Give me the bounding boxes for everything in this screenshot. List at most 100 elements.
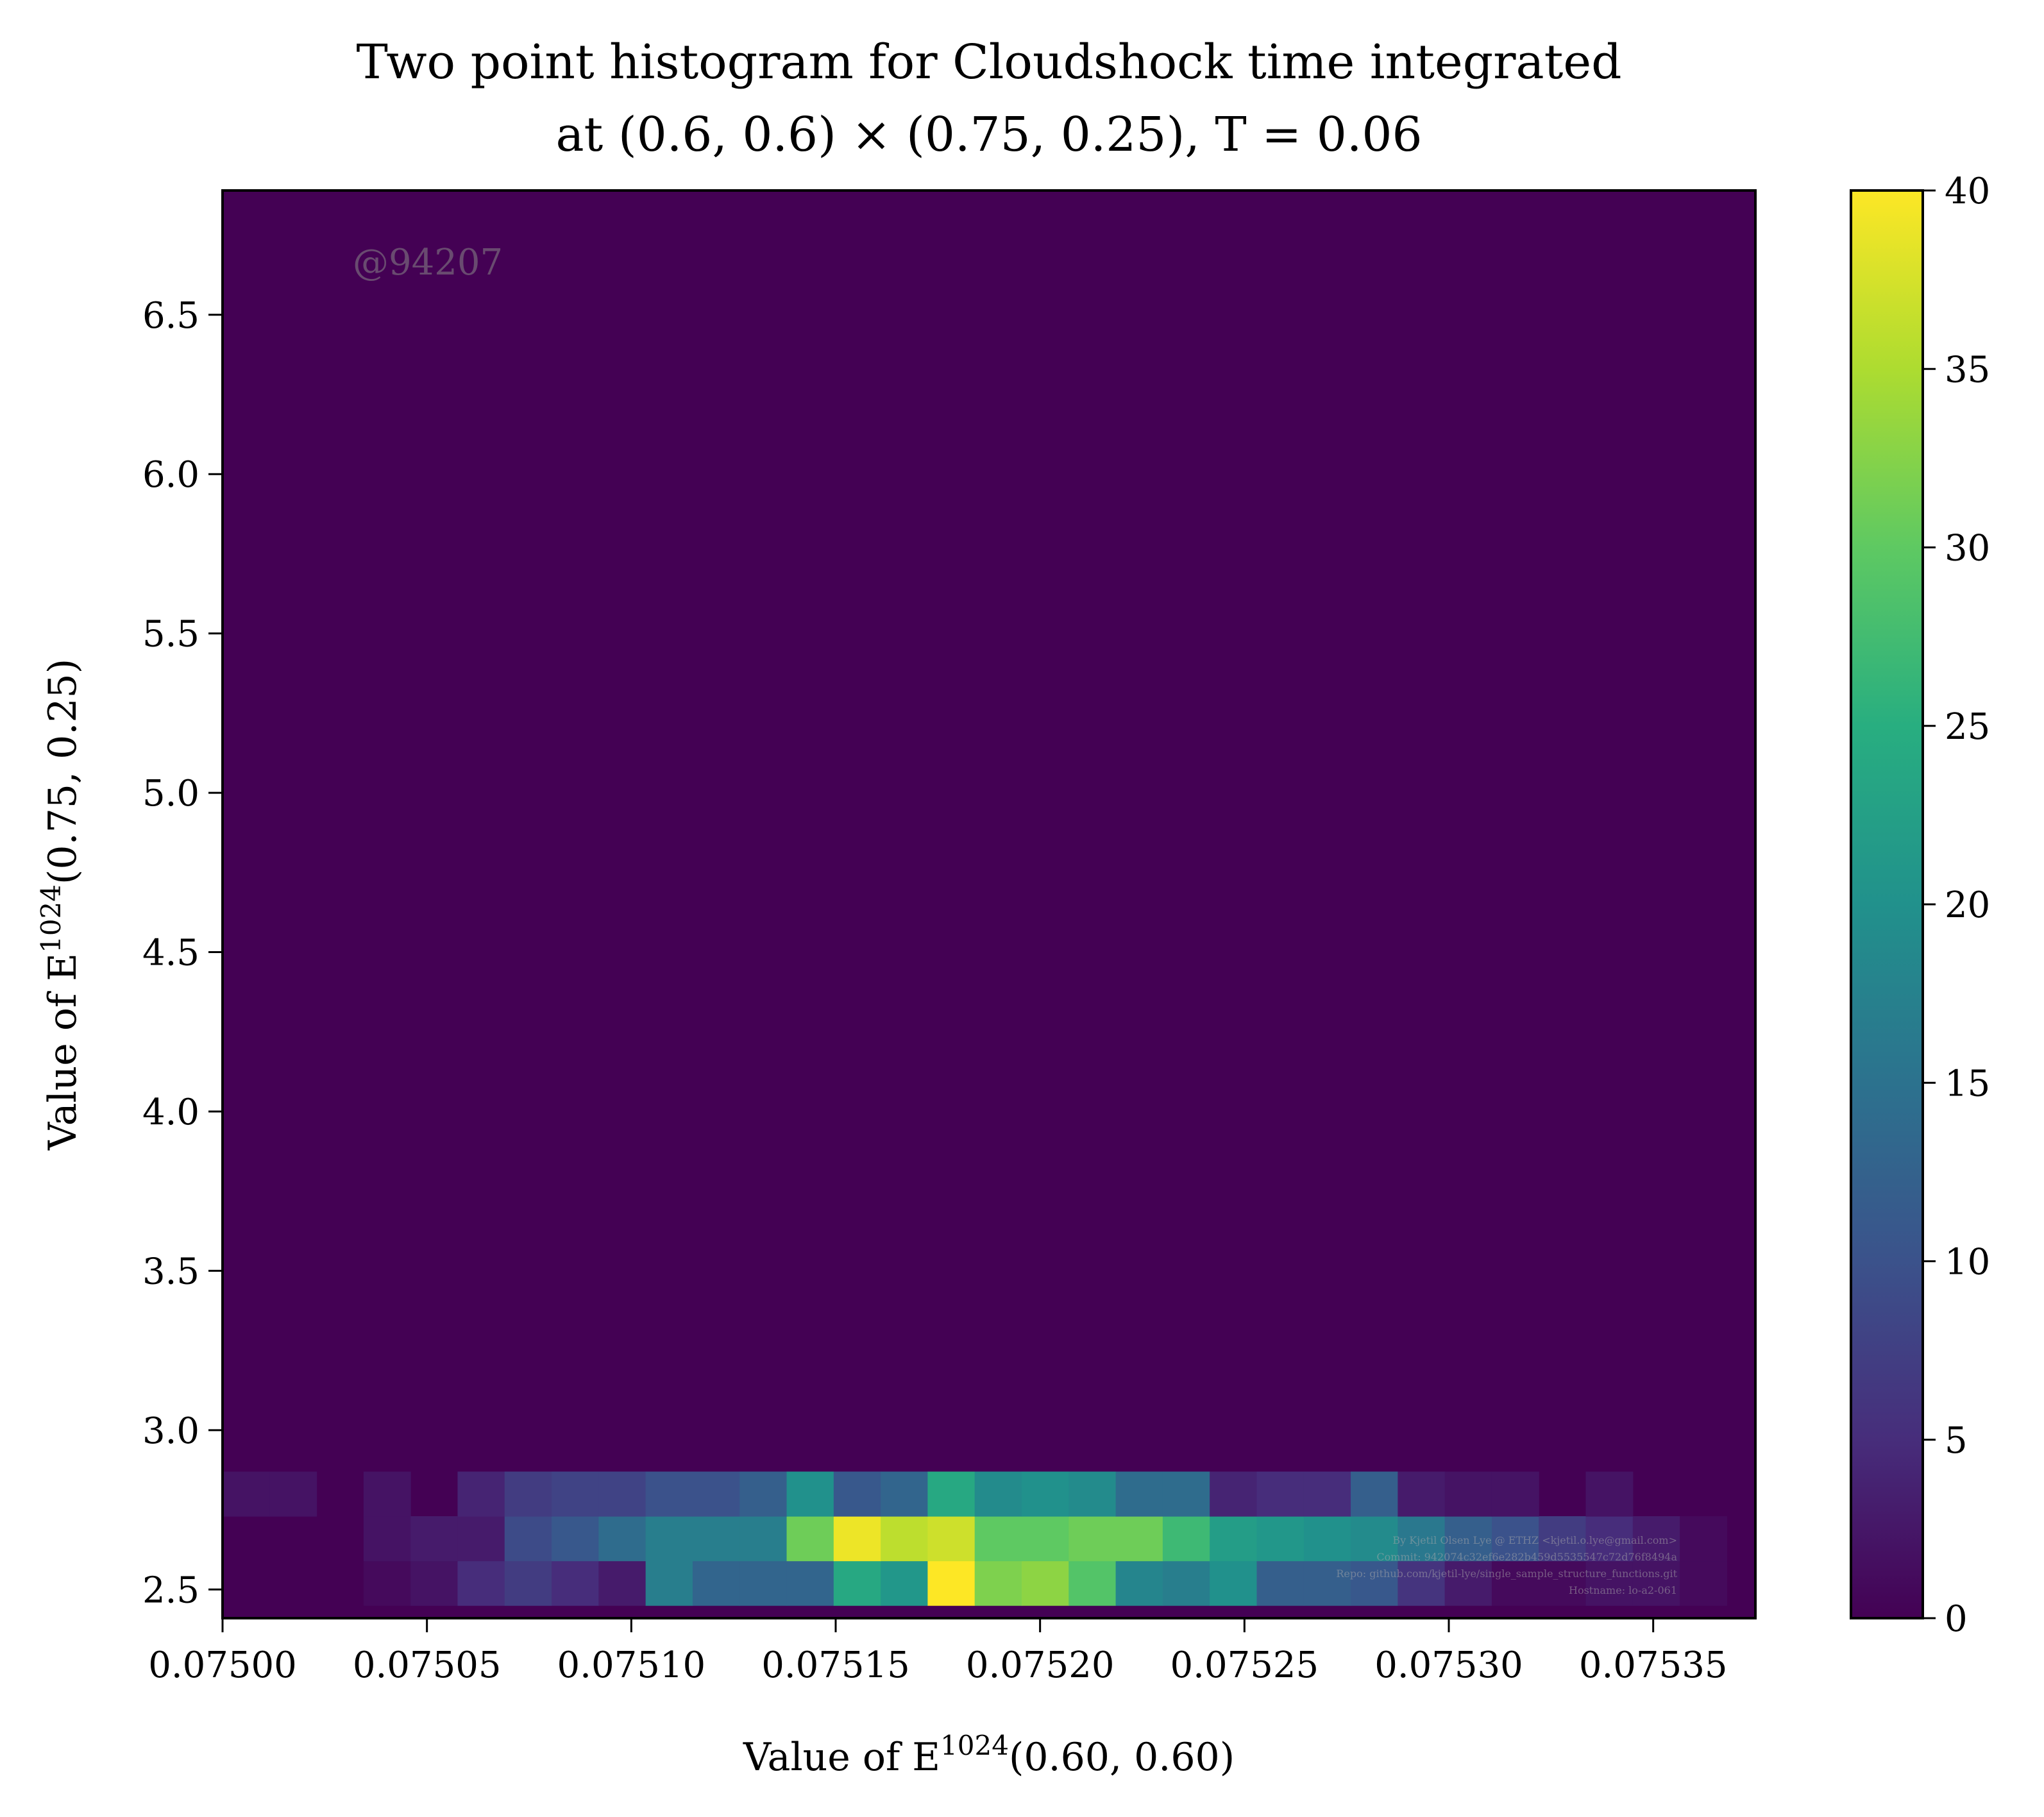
x-tick-label: 0.07505 (353, 1644, 502, 1686)
heatmap-cell (974, 1560, 1022, 1606)
x-tick-label: 0.07535 (1579, 1644, 1728, 1686)
y-tick-label: 4.5 (142, 933, 199, 974)
heatmap-cell (974, 1471, 1022, 1517)
heatmap-cell (692, 1516, 740, 1562)
heatmap-cell (1210, 1516, 1258, 1562)
credit-line-4: Hostname: lo-a2-061 (1569, 1584, 1677, 1596)
y-tick-label: 4.0 (142, 1092, 199, 1133)
heatmap-cell (1351, 1516, 1398, 1562)
heatmap-cell (786, 1471, 834, 1517)
x-tick-label: 0.07500 (148, 1644, 297, 1686)
x-tick-label: 0.07530 (1374, 1644, 1523, 1686)
x-axis-label-sup: 1024 (940, 1730, 1009, 1761)
heatmap-cell (645, 1516, 693, 1562)
heatmap-cell (786, 1516, 834, 1562)
heatmap-cell (1585, 1471, 1634, 1517)
heatmap-cell (1021, 1560, 1069, 1606)
heatmap-cell (1539, 1516, 1587, 1562)
colorbar-ticks: 0 5 10 15 20 25 30 35 40 (1923, 171, 1990, 1640)
y-axis-label-sup: 1024 (35, 884, 67, 953)
heatmap-cell (457, 1516, 505, 1562)
heatmap-cell (1585, 1516, 1634, 1562)
heatmap-cell (1162, 1560, 1210, 1606)
heatmap-cell (457, 1471, 505, 1517)
heatmap-cell (645, 1560, 693, 1606)
heatmap-cell (1068, 1471, 1117, 1517)
y-tick-label: 5.5 (142, 614, 199, 655)
heatmap-cell (1115, 1516, 1163, 1562)
axes-frame (221, 189, 1757, 1619)
heatmap-cell (410, 1560, 459, 1606)
y-axis-label-tail: (0.75, 0.25) (40, 659, 85, 884)
heatmap-cell (1632, 1560, 1680, 1606)
heatmap-cell (552, 1516, 599, 1562)
chart-title-line1: Two point histogram for Cloudshock time … (357, 35, 1622, 90)
heatmap-cell (1444, 1560, 1492, 1606)
heatmap-cell (881, 1516, 928, 1562)
heatmap-cell (552, 1471, 599, 1517)
heatmap-cell (598, 1516, 646, 1562)
y-tick-label: 3.5 (142, 1251, 199, 1292)
heatmap-cell (223, 1471, 270, 1517)
heatmap-cell (692, 1471, 740, 1517)
heatmap-cell (1021, 1471, 1069, 1517)
heatmap-cell (833, 1471, 881, 1517)
heatmap-cell (1162, 1471, 1210, 1517)
heatmap-cell (1680, 1516, 1727, 1562)
y-tick-label: 6.5 (142, 295, 199, 337)
colorbar-tick-label: 5 (1945, 1420, 1968, 1462)
heatmap-cell (1398, 1471, 1446, 1517)
heatmap-cell (881, 1471, 928, 1517)
colorbar-tick-label: 10 (1945, 1242, 1990, 1283)
credit-line-2: Commit: 942074c32ef6e282b459d5535547c72d… (1376, 1551, 1677, 1563)
y-tick-label: 5.0 (142, 773, 199, 815)
credit-line-1: By Kjetil Olsen Lye @ ETHZ <kjetil.o.lye… (1392, 1534, 1677, 1546)
heatmap-cell (598, 1560, 646, 1606)
x-axis-ticks: 0.07500 0.07505 0.07510 0.07515 0.07520 0.075… (148, 1618, 1727, 1686)
heatmap-cell (1068, 1516, 1117, 1562)
heatmap-cell (1162, 1516, 1210, 1562)
heatmap-cell (363, 1471, 411, 1517)
heatmap-cell (927, 1516, 976, 1562)
colorbar-tick-label: 25 (1945, 706, 1990, 748)
heatmap-cell (739, 1516, 788, 1562)
chart-title-line2: at (0.6, 0.6) × (0.75, 0.25), T = 0.06 (555, 107, 1422, 162)
heatmap-cell (1256, 1471, 1305, 1517)
x-axis-label-tail: (0.60, 0.60) (1009, 1735, 1235, 1780)
y-axis-ticks: 2.5 3.0 3.5 4.0 4.5 5.0 5.5 6.0 6.5 (142, 295, 223, 1611)
heatmap-cell (1021, 1516, 1069, 1562)
heatmap-cell (739, 1560, 788, 1606)
colorbar-tick-label: 35 (1945, 349, 1990, 391)
heatmap-cell (1398, 1516, 1446, 1562)
heatmap-cell (1444, 1516, 1492, 1562)
heatmap-cell (1491, 1471, 1539, 1517)
heatmap-cell (692, 1560, 740, 1606)
heatmap-cell (1444, 1471, 1492, 1517)
heatmap-cell (1351, 1560, 1398, 1606)
heatmap-cell (1210, 1471, 1258, 1517)
heatmap-cell (1210, 1560, 1258, 1606)
x-tick-label: 0.07520 (966, 1644, 1115, 1686)
heatmap-cell (1491, 1516, 1539, 1562)
heatmap-cell (833, 1560, 881, 1606)
heatmap-cell (1303, 1560, 1351, 1606)
x-tick-label: 0.07515 (761, 1644, 910, 1686)
heatmap-cell (363, 1516, 411, 1562)
credit-line-3: Repo: github.com/kjetil-lye/single_sampl… (1336, 1568, 1677, 1580)
heatmap-cell (833, 1516, 881, 1562)
heatmap-cell (269, 1471, 317, 1517)
heatmap-cell (1256, 1516, 1305, 1562)
heatmap-cell (1539, 1560, 1587, 1606)
heatmap-cell (881, 1560, 928, 1606)
colorbar-tick-label: 30 (1945, 528, 1990, 570)
heatmap-cell (1068, 1560, 1117, 1606)
heatmap-cell (927, 1560, 976, 1606)
heatmap-cell (1632, 1516, 1680, 1562)
watermark: @94207 (353, 242, 503, 283)
credits-text: By Kjetil Olsen Lye @ ETHZ <kjetil.o.lye… (1336, 1534, 1677, 1596)
heatmap-cell (1115, 1560, 1163, 1606)
heatmap-cell (552, 1560, 599, 1606)
heatmap-cell (410, 1516, 459, 1562)
heatmap-cell (974, 1516, 1022, 1562)
